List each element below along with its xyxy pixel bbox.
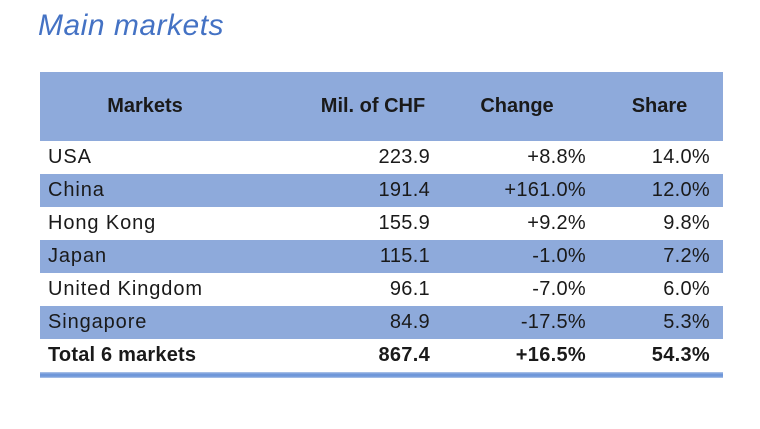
- change-value: +161.0%: [504, 179, 586, 201]
- total-share-value: 54.3%: [651, 344, 710, 366]
- market-name: Hong Kong: [48, 212, 157, 234]
- column-header-mil-of-chf: Mil. of CHF: [320, 95, 426, 117]
- table-body: USA 223.9 +8.8% 14.0% China 191.4 +161.0…: [40, 141, 723, 339]
- change-value: -7.0%: [532, 278, 586, 300]
- table-row-singapore: Singapore 84.9 -17.5% 5.3%: [40, 306, 723, 339]
- chf-value: 223.9: [378, 146, 430, 168]
- table-row-japan: Japan 115.1 -1.0% 7.2%: [40, 240, 723, 273]
- page-title: Main markets: [38, 9, 225, 42]
- change-value: +8.8%: [527, 146, 586, 168]
- chf-value: 84.9: [389, 311, 430, 333]
- chf-value: 155.9: [378, 212, 430, 234]
- share-value: 6.0%: [663, 278, 710, 300]
- share-value: 12.0%: [651, 179, 710, 201]
- change-value: -1.0%: [532, 245, 586, 267]
- share-value: 7.2%: [663, 245, 710, 267]
- table-row-total: Total 6 markets 867.4 +16.5% 54.3%: [40, 339, 723, 372]
- share-value: 5.3%: [663, 311, 710, 333]
- total-change-value: +16.5%: [515, 344, 586, 366]
- chf-value: 191.4: [378, 179, 430, 201]
- change-value: +9.2%: [527, 212, 586, 234]
- table-bottom-border: [40, 372, 723, 378]
- column-header-share: Share: [631, 95, 688, 117]
- market-name: USA: [48, 146, 92, 168]
- column-header-change: Change: [480, 95, 554, 117]
- column-header-markets: Markets: [107, 95, 183, 117]
- table-header-row: Markets Mil. of CHF Change Share: [40, 72, 723, 141]
- total-chf-value: 867.4: [378, 344, 430, 366]
- market-name: Japan: [48, 245, 107, 267]
- chf-value: 115.1: [379, 245, 430, 267]
- market-name: United Kingdom: [48, 278, 203, 300]
- table-row-china: China 191.4 +161.0% 12.0%: [40, 174, 723, 207]
- share-value: 14.0%: [651, 146, 710, 168]
- markets-table: Markets Mil. of CHF Change Share USA 223…: [40, 72, 723, 378]
- total-label: Total 6 markets: [48, 344, 197, 366]
- market-name: China: [48, 179, 105, 201]
- share-value: 9.8%: [663, 212, 710, 234]
- table-row-usa: USA 223.9 +8.8% 14.0%: [40, 141, 723, 174]
- table-row-hong-kong: Hong Kong 155.9 +9.2% 9.8%: [40, 207, 723, 240]
- chf-value: 96.1: [389, 278, 430, 300]
- market-name: Singapore: [48, 311, 148, 333]
- change-value: -17.5%: [520, 311, 586, 333]
- table-row-united-kingdom: United Kingdom 96.1 -7.0% 6.0%: [40, 273, 723, 306]
